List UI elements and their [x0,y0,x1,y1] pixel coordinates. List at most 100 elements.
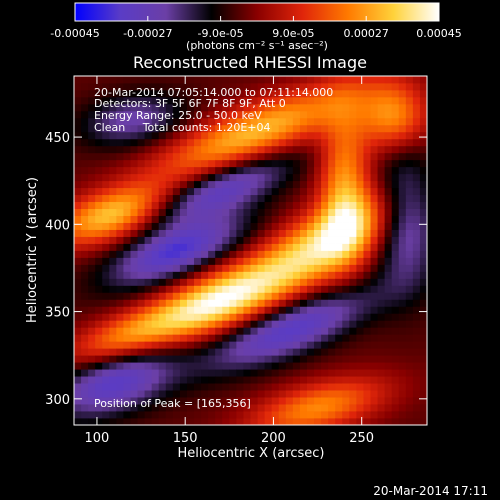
heatmap-cell [264,250,273,258]
heatmap-cell [306,355,315,363]
heatmap-cell [201,418,209,425]
heatmap-cell [278,145,287,154]
heatmap-cell [328,187,336,196]
heatmap-cell [229,194,237,203]
heatmap-cell [95,131,103,140]
heatmap-cell [172,411,181,419]
heatmap-cell [370,194,378,203]
heatmap-cell [314,110,322,119]
heatmap-cell [391,306,400,314]
heatmap-cell [250,355,258,363]
heatmap-cell [412,390,421,398]
heatmap-cell [342,362,350,370]
heatmap-cell [384,96,393,105]
heatmap-cell [158,376,167,384]
heatmap-cell [144,355,153,363]
heatmap-cell [158,110,167,119]
heatmap-cell [257,82,266,91]
heatmap-cell [328,229,336,237]
heatmap-cell [144,292,153,300]
heatmap-cell [314,271,322,279]
heatmap-cell [342,327,350,335]
heatmap-cell [186,229,195,237]
heatmap-cell [306,327,315,335]
heatmap-cell [250,243,258,251]
heatmap-cell [137,362,145,370]
heatmap-cell [236,208,244,216]
heatmap-cell [419,411,427,419]
heatmap-cell [314,257,322,265]
heatmap-cell [215,138,223,147]
heatmap-cell [116,180,124,189]
heatmap-cell [137,334,145,342]
heatmap-cell [109,117,117,126]
heatmap-cell [144,131,153,140]
heatmap-cell [377,76,386,84]
heatmap-cell [137,292,145,300]
heatmap-cell [271,152,280,161]
heatmap-cell [328,341,336,349]
heatmap-cell [229,187,237,196]
heatmap-cell [116,390,124,398]
heatmap-cell [384,166,393,175]
heatmap-cell [186,285,195,293]
heatmap-cell [398,411,407,419]
heatmap-cell [405,82,414,91]
heatmap-cell [81,145,89,154]
heatmap-cell [243,250,251,258]
heatmap-cell [377,110,386,119]
heatmap-cell [137,348,145,356]
heatmap-cell [349,82,357,91]
heatmap-cell [370,229,378,237]
heatmap-cell [398,355,407,363]
heatmap-cell [349,117,357,126]
heatmap-cell [363,320,371,328]
heatmap-cell [102,271,110,279]
heatmap-cell [278,418,287,425]
heatmap-cell [116,173,124,182]
heatmap-cell [130,341,138,349]
heatmap-cell [342,166,350,175]
heatmap-cell [370,166,378,175]
heatmap-cell [285,341,294,349]
heatmap-cell [137,229,145,237]
heatmap-cell [377,201,386,210]
heatmap-cell [384,292,393,300]
heatmap-cell [342,376,350,384]
heatmap-cell [335,264,343,272]
heatmap-cell [151,313,160,321]
heatmap-cell [116,208,124,216]
heatmap-cell [109,397,117,405]
heatmap-cell [384,243,393,251]
heatmap-cell [165,250,174,258]
heatmap-cell [257,173,266,182]
heatmap-cell [299,173,308,182]
heatmap-cell [74,82,82,91]
heatmap-cell [285,82,294,91]
heatmap-cell [299,236,308,244]
heatmap-cell [412,76,421,84]
heatmap-cell [116,292,124,300]
heatmap-cell [419,110,427,119]
heatmap-cell [222,82,230,91]
heatmap-cell [271,222,280,230]
heatmap-cell [151,173,160,182]
heatmap-cell [391,138,400,147]
heatmap-cell [236,236,244,244]
heatmap-cell [201,187,209,196]
heatmap-cell [208,229,216,237]
heatmap-cell [314,131,322,140]
heatmap-cell [236,187,244,196]
heatmap-cell [229,257,237,265]
heatmap-cell [179,243,188,251]
heatmap-cell [342,187,350,196]
heatmap-cell [356,383,364,391]
heatmap-cell [194,159,202,168]
heatmap-cell [278,264,287,272]
heatmap-cell [179,355,188,363]
heatmap-cell [229,418,237,425]
heatmap-cell [342,110,350,119]
heatmap-cell [328,145,336,154]
heatmap-cell [257,145,266,154]
heatmap-cell [250,117,258,126]
